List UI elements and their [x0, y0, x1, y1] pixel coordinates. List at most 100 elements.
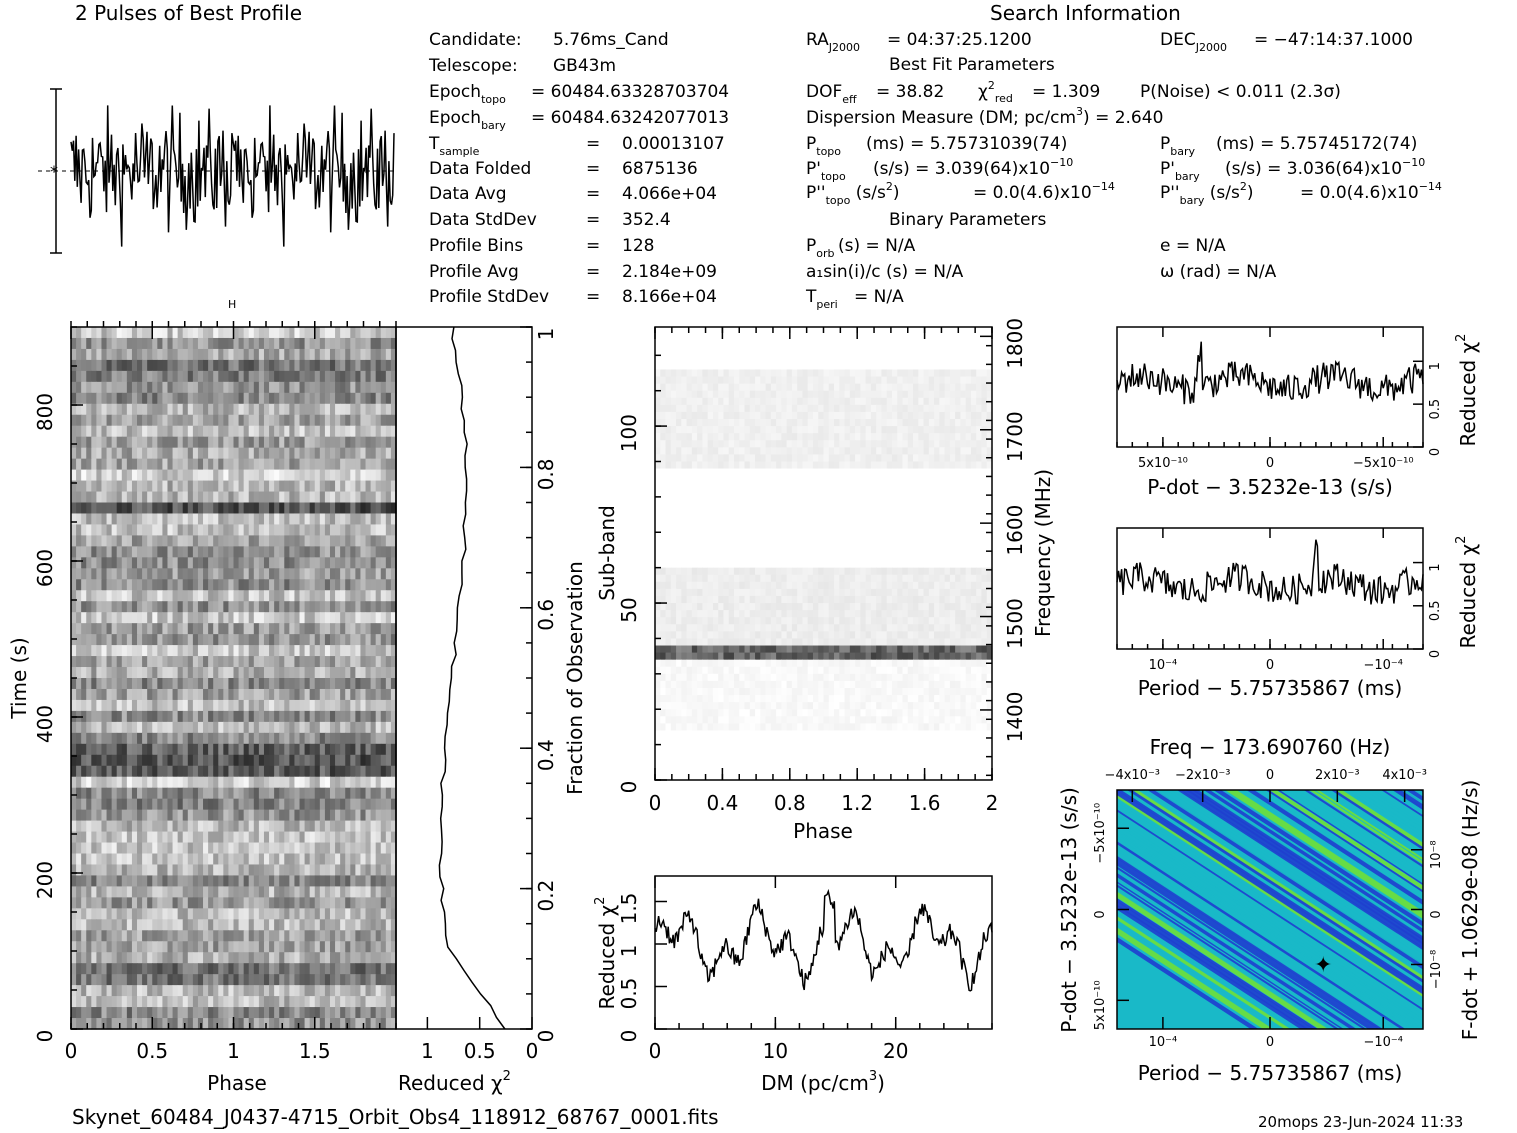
time-phase-cell — [258, 776, 265, 789]
time-phase-cell — [182, 831, 189, 844]
tick-label: 1.5 — [299, 1039, 331, 1063]
time-phase-cell — [167, 886, 174, 898]
time-phase-cell — [192, 787, 199, 800]
time-phase-cell — [370, 667, 377, 679]
time-phase-cell — [340, 469, 346, 482]
time-phase-cell — [76, 579, 82, 591]
time-phase-cell — [167, 842, 174, 855]
subband-cell — [849, 383, 856, 392]
time-phase-cell — [208, 327, 214, 339]
subband-cell — [955, 355, 961, 363]
time-phase-cell — [289, 579, 296, 591]
time-phase-cell — [258, 864, 265, 877]
time-phase-cell — [111, 370, 118, 383]
time-phase-cell — [365, 327, 372, 339]
time-phase-cell — [380, 842, 387, 855]
time-phase-cell — [304, 831, 311, 844]
time-phase-cell — [223, 601, 230, 613]
time-phase-cell — [208, 403, 214, 416]
time-phase-cell — [152, 688, 158, 701]
time-phase-cell — [340, 370, 346, 383]
time-phase-cell — [91, 656, 97, 668]
time-phase-cell — [192, 392, 199, 405]
time-phase-cell — [233, 732, 240, 745]
time-phase-cell — [304, 535, 311, 547]
time-phase-cell — [304, 480, 311, 493]
time-phase-cell — [253, 370, 260, 383]
time-phase-cell — [152, 469, 158, 482]
time-phase-cell — [299, 568, 306, 580]
time-phase-cell — [258, 634, 265, 646]
time-phase-cell — [238, 897, 245, 909]
time-phase-cell — [314, 842, 321, 855]
subband-cell — [886, 390, 893, 399]
time-phase-cell — [263, 370, 270, 383]
tick-label: 600 — [33, 549, 57, 587]
time-phase-cell — [390, 765, 397, 778]
time-phase-cell — [279, 447, 285, 460]
subband-cell — [865, 341, 872, 349]
time-phase-cell — [329, 491, 336, 504]
time-phase-cell — [360, 447, 367, 460]
time-phase-cell — [233, 579, 240, 591]
time-phase-cell — [284, 919, 290, 931]
time-phase-cell — [314, 381, 321, 394]
subband-cell — [928, 369, 935, 378]
time-phase-cell — [299, 381, 306, 394]
time-phase-cell — [243, 557, 250, 569]
time-phase-cell — [213, 1007, 219, 1019]
time-phase-cell — [284, 820, 290, 833]
subband-cell — [681, 348, 688, 356]
time-phase-cell — [284, 985, 290, 997]
time-phase-cell — [269, 327, 275, 339]
time-phase-cell — [335, 699, 341, 712]
subband-cell — [939, 390, 946, 399]
time-phase-cell — [101, 414, 108, 427]
time-phase-cell — [258, 842, 265, 855]
time-phase-cell — [197, 732, 204, 745]
time-phase-cell — [304, 414, 311, 427]
time-phase-cell — [111, 535, 118, 547]
time-phase-cell — [86, 831, 92, 844]
time-phase-cell — [162, 502, 169, 515]
time-phase-cell — [385, 941, 392, 953]
time-phase-cell — [289, 414, 296, 427]
time-phase-cell — [243, 623, 250, 635]
time-phase-cell — [167, 952, 174, 964]
time-phase-cell — [91, 370, 97, 383]
time-phase-cell — [106, 886, 113, 898]
time-phase-cell — [177, 908, 184, 920]
time-phase-cell — [360, 864, 367, 877]
time-phase-cell — [111, 678, 118, 690]
time-phase-cell — [131, 535, 138, 547]
time-phase-cell — [187, 996, 194, 1008]
time-phase-cell — [385, 381, 392, 394]
time-phase-cell — [137, 590, 143, 602]
time-phase-cell — [248, 436, 255, 449]
time-phase-cell — [243, 930, 250, 942]
time-phase-cell — [167, 1018, 174, 1030]
subband-cell — [934, 341, 940, 349]
time-phase-cell — [355, 557, 362, 569]
time-phase-cell — [203, 623, 209, 635]
subband-cell — [807, 376, 814, 385]
subband-cell — [902, 383, 909, 392]
time-phase-cell — [289, 348, 296, 361]
time-phase-cell — [71, 458, 77, 471]
time-phase-cell — [197, 601, 204, 613]
time-phase-cell — [197, 524, 204, 537]
time-phase-cell — [274, 337, 280, 350]
time-phase-cell — [121, 601, 128, 613]
time-phase-cell — [370, 392, 377, 405]
time-phase-cell — [309, 831, 316, 844]
time-phase-cell — [263, 645, 270, 657]
time-phase-cell — [76, 721, 82, 734]
time-phase-cell — [319, 546, 326, 558]
time-phase-cell — [355, 645, 362, 657]
time-phase-cell — [345, 776, 351, 789]
time-phase-cell — [314, 1018, 321, 1030]
time-phase-cell — [345, 787, 351, 800]
time-phase-cell — [121, 469, 128, 482]
subband-cell — [976, 397, 982, 406]
time-phase-cell — [345, 480, 351, 493]
